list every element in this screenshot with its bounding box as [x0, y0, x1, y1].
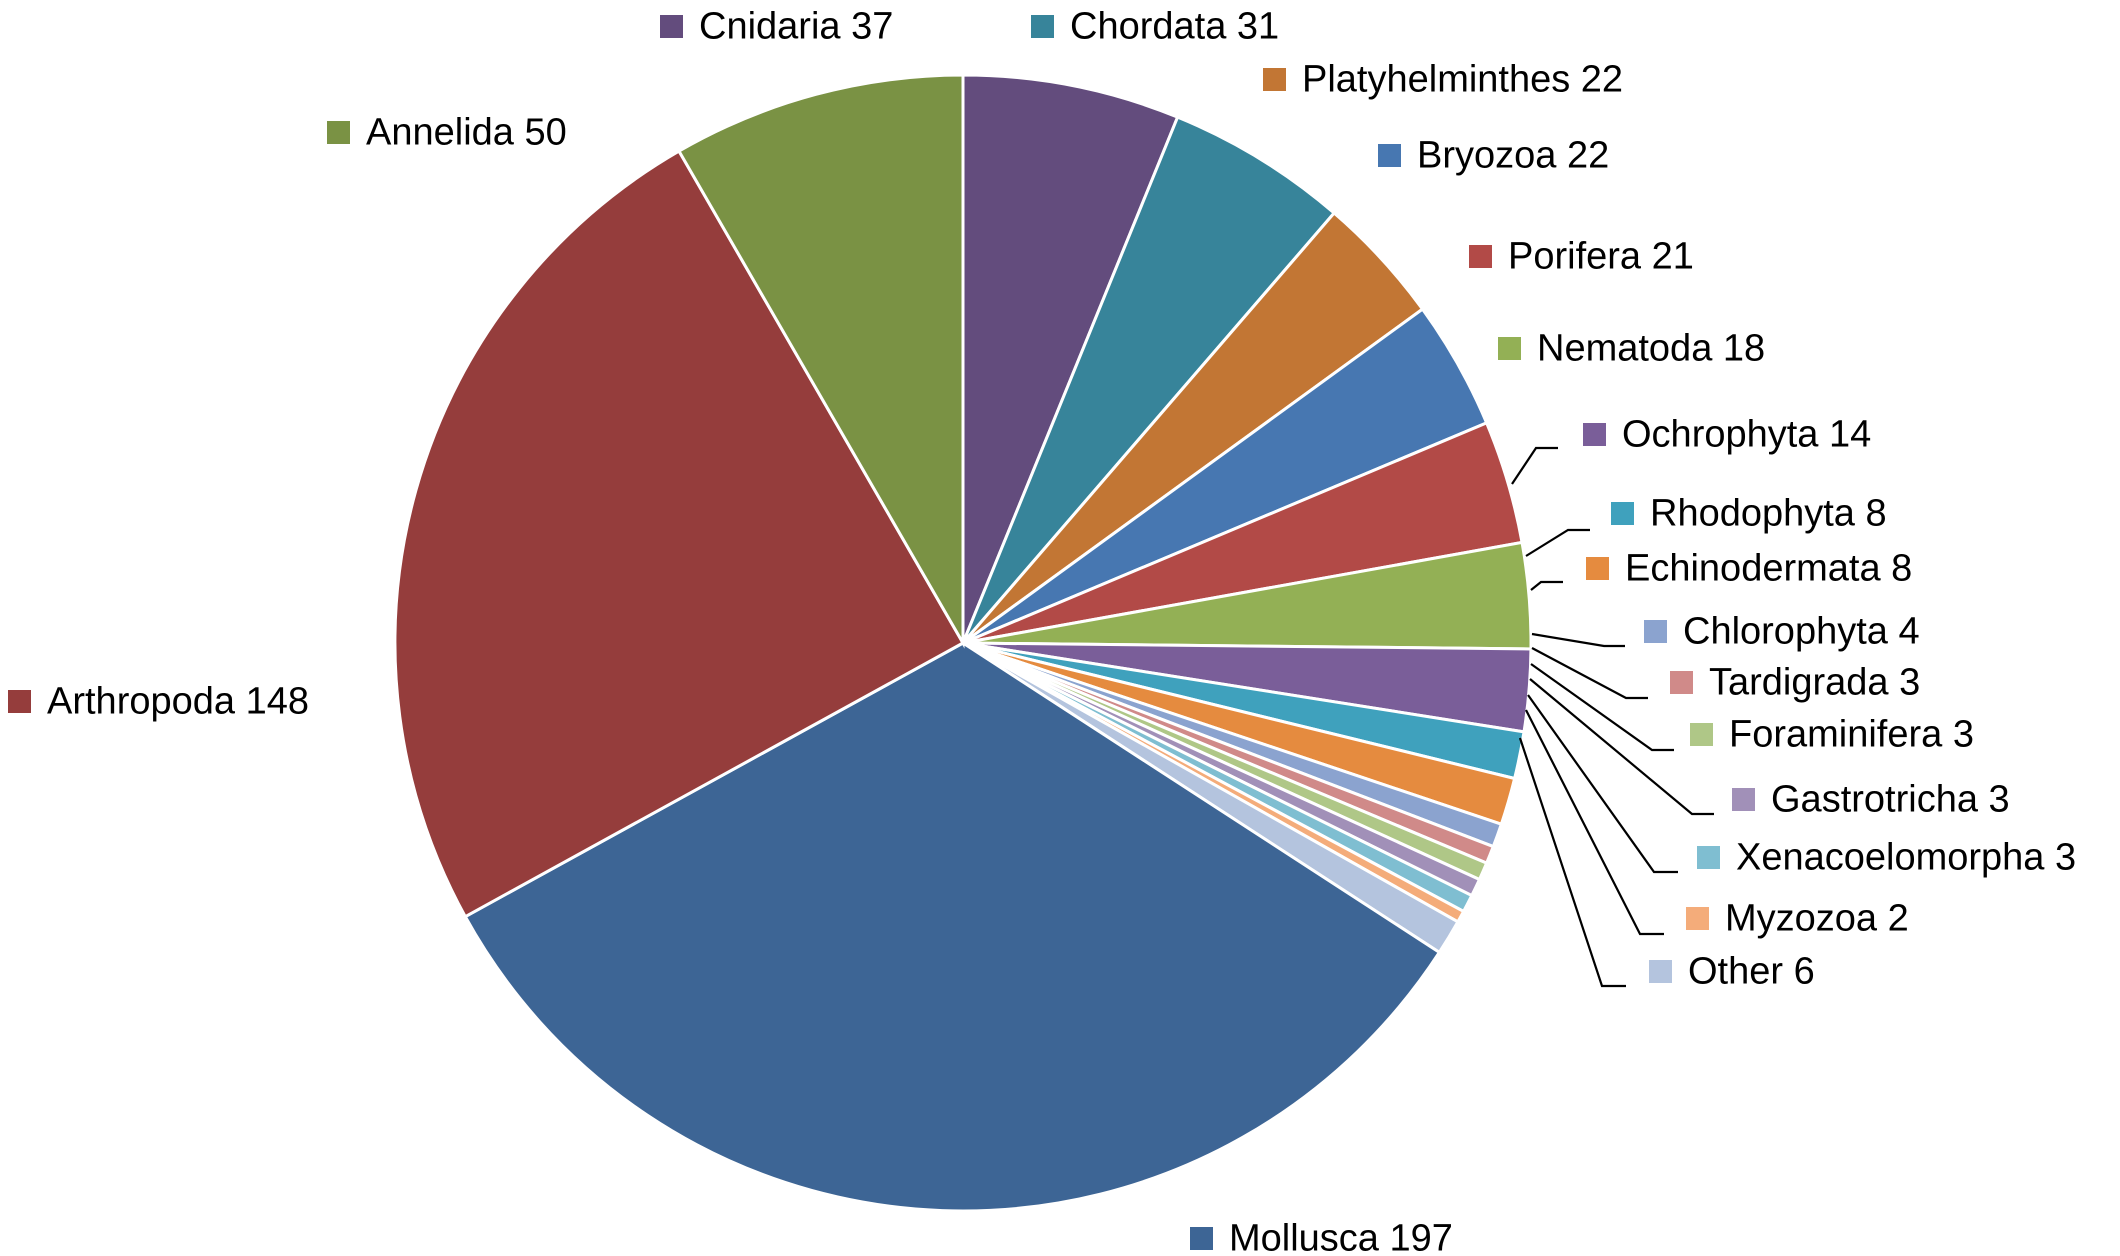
label-marker-myzozoa	[1686, 907, 1709, 930]
data-label-nematoda: Nematoda 18	[1498, 328, 1765, 370]
data-label-rhodophyta: Rhodophyta 8	[1611, 493, 1887, 535]
label-text-nematoda: Nematoda 18	[1537, 328, 1765, 370]
data-label-foraminifera: Foraminifera 3	[1690, 714, 1974, 756]
label-marker-tardigrada	[1670, 671, 1693, 694]
leader-line-tardigrada	[1531, 647, 1648, 700]
leader-line-gastrotricha	[1529, 678, 1714, 816]
data-labels: Cnidaria 37 Chordata 31 Platyhelminthes 22…	[8, 6, 2076, 1256]
pie-slice-mollusca	[463, 641, 1442, 1213]
label-text-gastrotricha: Gastrotricha 3	[1771, 779, 2010, 821]
label-text-porifera: Porifera 21	[1508, 236, 1694, 278]
data-label-other: Other 6	[1649, 951, 1815, 993]
leader-line-echinodermata	[1530, 580, 1563, 591]
data-label-porifera: Porifera 21	[1469, 236, 1694, 278]
label-text-foraminifera: Foraminifera 3	[1729, 714, 1974, 756]
label-marker-echinodermata	[1586, 557, 1609, 580]
label-marker-foraminifera	[1690, 723, 1713, 746]
leader-line-foraminifera	[1530, 663, 1674, 752]
data-label-myzozoa: Myzozoa 2	[1686, 898, 1909, 940]
label-marker-mollusca	[1190, 1227, 1213, 1250]
leader-line-chlorophyta	[1531, 632, 1625, 648]
data-label-platyhelminthes: Platyhelminthes 22	[1263, 59, 1623, 101]
label-text-bryozoa: Bryozoa 22	[1417, 135, 1609, 177]
label-marker-arthropoda	[8, 690, 31, 713]
label-text-tardigrada: Tardigrada 3	[1709, 662, 1920, 704]
label-text-rhodophyta: Rhodophyta 8	[1650, 493, 1887, 535]
label-marker-chordata	[1031, 15, 1054, 38]
pie-slice-arthropoda	[393, 149, 966, 919]
label-text-echinodermata: Echinodermata 8	[1625, 548, 1912, 590]
leader-line-ochrophyta	[1511, 446, 1558, 485]
data-label-echinodermata: Echinodermata 8	[1586, 548, 1912, 590]
label-text-cnidaria: Cnidaria 37	[699, 6, 893, 48]
label-marker-xenacoelomorpha	[1697, 846, 1720, 869]
data-label-annelida: Annelida 50	[327, 112, 567, 154]
label-marker-gastrotricha	[1732, 788, 1755, 811]
label-text-annelida: Annelida 50	[366, 112, 567, 154]
data-label-cnidaria: Cnidaria 37	[660, 6, 893, 48]
data-label-xenacoelomorpha: Xenacoelomorpha 3	[1697, 837, 2076, 879]
label-text-ochrophyta: Ochrophyta 14	[1622, 414, 1871, 456]
data-label-mollusca: Mollusca 197	[1190, 1218, 1453, 1256]
data-label-gastrotricha: Gastrotricha 3	[1732, 779, 2010, 821]
pie-slice-chordata	[961, 115, 1337, 644]
label-text-myzozoa: Myzozoa 2	[1725, 898, 1909, 940]
label-text-arthropoda: Arthropoda 148	[47, 681, 309, 723]
data-label-tardigrada: Tardigrada 3	[1670, 662, 1920, 704]
label-marker-annelida	[327, 121, 350, 144]
leader-line-rhodophyta	[1525, 528, 1590, 557]
label-text-xenacoelomorpha: Xenacoelomorpha 3	[1736, 837, 2076, 879]
data-label-chlorophyta: Chlorophyta 4	[1644, 611, 1920, 653]
label-marker-chlorophyta	[1644, 620, 1667, 643]
label-text-chordata: Chordata 31	[1070, 6, 1279, 48]
label-marker-rhodophyta	[1611, 502, 1634, 525]
label-text-other: Other 6	[1688, 951, 1815, 993]
label-marker-cnidaria	[660, 15, 683, 38]
leader-line-other	[1518, 737, 1626, 988]
label-marker-other	[1649, 960, 1672, 983]
pie-slice-annelida	[676, 73, 965, 649]
label-text-chlorophyta: Chlorophyta 4	[1683, 611, 1920, 653]
data-label-arthropoda: Arthropoda 148	[8, 681, 309, 723]
label-marker-bryozoa	[1378, 144, 1401, 167]
leader-line-xenacoelomorpha	[1527, 694, 1678, 874]
data-label-chordata: Chordata 31	[1031, 6, 1279, 48]
data-label-ochrophyta: Ochrophyta 14	[1583, 414, 1871, 456]
pie-slice-cnidaria	[961, 73, 1180, 644]
data-label-bryozoa: Bryozoa 22	[1378, 135, 1609, 177]
label-marker-nematoda	[1498, 337, 1521, 360]
pie-slices	[393, 73, 1533, 1213]
label-text-platyhelminthes: Platyhelminthes 22	[1302, 59, 1623, 101]
leader-line-myzozoa	[1525, 709, 1664, 936]
label-marker-porifera	[1469, 245, 1492, 268]
label-text-mollusca: Mollusca 197	[1229, 1218, 1453, 1256]
label-marker-platyhelminthes	[1263, 68, 1286, 91]
leader-lines	[1511, 446, 1714, 988]
label-marker-ochrophyta	[1583, 423, 1606, 446]
